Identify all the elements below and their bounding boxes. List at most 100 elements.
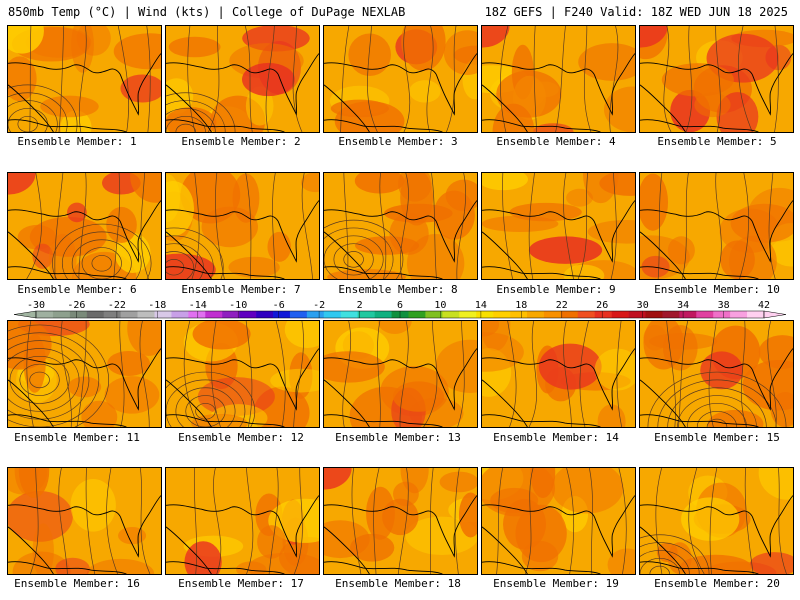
colorbar-swatch — [696, 311, 714, 318]
colorbar-swatch — [628, 311, 646, 318]
colorbar-swatch — [730, 311, 748, 318]
colorbar-swatch — [493, 311, 511, 318]
colorbar-swatch — [222, 311, 240, 318]
ensemble-panel-9 — [481, 172, 636, 280]
ensemble-panel-15 — [639, 320, 794, 428]
ensemble-panel-3 — [323, 25, 478, 133]
ensemble-panel-4 — [481, 25, 636, 133]
colorbar-swatch — [679, 311, 697, 318]
ensemble-panel-13 — [323, 320, 478, 428]
colorbar-swatch — [374, 311, 392, 318]
panel-map-2 — [166, 26, 319, 132]
colorbar-swatch — [171, 311, 189, 318]
colorbar-swatch — [239, 311, 257, 318]
panel-label-6: Ensemble Member: 6 — [17, 283, 137, 296]
panel-label-4: Ensemble Member: 4 — [496, 135, 616, 148]
colorbar-tick-label: 22 — [556, 300, 568, 311]
panel-label-16: Ensemble Member: 16 — [14, 577, 140, 590]
colorbar-tick-label: 10 — [434, 300, 446, 311]
ensemble-panel-11 — [7, 320, 162, 428]
panel-map-10 — [640, 173, 793, 279]
panel-label-14: Ensemble Member: 14 — [493, 431, 619, 444]
ensemble-panel-20 — [639, 467, 794, 575]
colorbar-swatch — [256, 311, 274, 318]
colorbar-swatch — [662, 311, 680, 318]
panel-label-5: Ensemble Member: 5 — [657, 135, 777, 148]
colorbar-tick-label: -22 — [108, 300, 126, 311]
colorbar-tick-label: 18 — [515, 300, 527, 311]
panel-label-3: Ensemble Member: 3 — [338, 135, 458, 148]
panel-map-1 — [8, 26, 161, 132]
colorbar-swatch — [340, 311, 358, 318]
colorbar-swatch — [526, 311, 545, 318]
ensemble-panel-7 — [165, 172, 320, 280]
colorbar-tick-label: -26 — [67, 300, 85, 311]
panel-label-11: Ensemble Member: 11 — [14, 431, 140, 444]
panel-label-1: Ensemble Member: 1 — [17, 135, 137, 148]
colorbar-tick-label: 30 — [637, 300, 649, 311]
ensemble-panel-6 — [7, 172, 162, 280]
panel-label-17: Ensemble Member: 17 — [178, 577, 304, 590]
colorbar-swatch — [476, 311, 494, 318]
colorbar-swatch — [306, 311, 325, 318]
colorbar-swatch — [459, 311, 477, 318]
colorbar-swatch — [747, 311, 765, 318]
colorbar-swatch — [425, 311, 443, 318]
ensemble-panel-16 — [7, 467, 162, 575]
panel-label-13: Ensemble Member: 13 — [335, 431, 461, 444]
panel-map-11 — [8, 321, 161, 427]
colorbar-tick-label: 26 — [596, 300, 608, 311]
ensemble-panel-5 — [639, 25, 794, 133]
colorbar-tick-label: -14 — [189, 300, 207, 311]
colorbar-swatch — [205, 311, 223, 318]
colorbar-swatch — [273, 311, 291, 318]
colorbar-swatch — [645, 311, 663, 318]
colorbar-swatch — [713, 311, 731, 318]
header-right-title: 18Z GEFS | F240 Valid: 18Z WED JUN 18 20… — [484, 5, 788, 19]
panel-map-19 — [482, 468, 635, 574]
colorbar-tick-label: 6 — [397, 300, 403, 311]
colorbar-swatch — [137, 311, 155, 318]
panel-map-4 — [482, 26, 635, 132]
colorbar-swatch — [611, 311, 629, 318]
colorbar-swatch — [357, 311, 375, 318]
colorbar-swatch — [86, 311, 105, 318]
colorbar-tick-label: -30 — [27, 300, 45, 311]
ensemble-panel-14 — [481, 320, 636, 428]
colorbar-swatch — [408, 311, 426, 318]
panel-label-2: Ensemble Member: 2 — [181, 135, 301, 148]
header-left-title: 850mb Temp (°C) | Wind (kts) | College o… — [8, 5, 406, 19]
colorbar-tick-label: -10 — [229, 300, 247, 311]
panel-map-15 — [640, 321, 793, 427]
panel-label-9: Ensemble Member: 9 — [496, 283, 616, 296]
panel-map-6 — [8, 173, 161, 279]
colorbar-tick-label: -6 — [273, 300, 285, 311]
ensemble-panel-12 — [165, 320, 320, 428]
colorbar-swatch — [188, 311, 206, 318]
colorbar-tick-label: -2 — [313, 300, 325, 311]
colorbar-tick-label: 34 — [677, 300, 689, 311]
ensemble-panel-2 — [165, 25, 320, 133]
colorbar-swatch — [289, 311, 308, 318]
colorbar-swatch — [594, 311, 612, 318]
colorbar-swatch — [560, 311, 579, 318]
colorbar-swatch — [323, 311, 342, 318]
panel-map-7 — [166, 173, 319, 279]
colorbar-swatch — [577, 311, 595, 318]
panel-map-5 — [640, 26, 793, 132]
panel-label-15: Ensemble Member: 15 — [654, 431, 780, 444]
colorbar-swatch — [120, 311, 138, 318]
colorbar-tick-label: 42 — [758, 300, 770, 311]
colorbar-swatch — [442, 311, 460, 318]
colorbar-swatch — [52, 311, 71, 318]
temperature-colorbar: -30 -26 -22 -18 -14 -10 -6 -2 2 6 10 14 18 22 26 30 34 38… — [14, 300, 786, 319]
panel-map-12 — [166, 321, 319, 427]
panel-label-10: Ensemble Member: 10 — [654, 283, 780, 296]
panel-map-17 — [166, 468, 319, 574]
colorbar-swatch — [36, 311, 54, 318]
colorbar-swatch — [543, 311, 562, 318]
colorbar-tick-label: 14 — [475, 300, 487, 311]
colorbar-swatch — [510, 311, 528, 318]
ensemble-panel-8 — [323, 172, 478, 280]
panel-map-18 — [324, 468, 477, 574]
